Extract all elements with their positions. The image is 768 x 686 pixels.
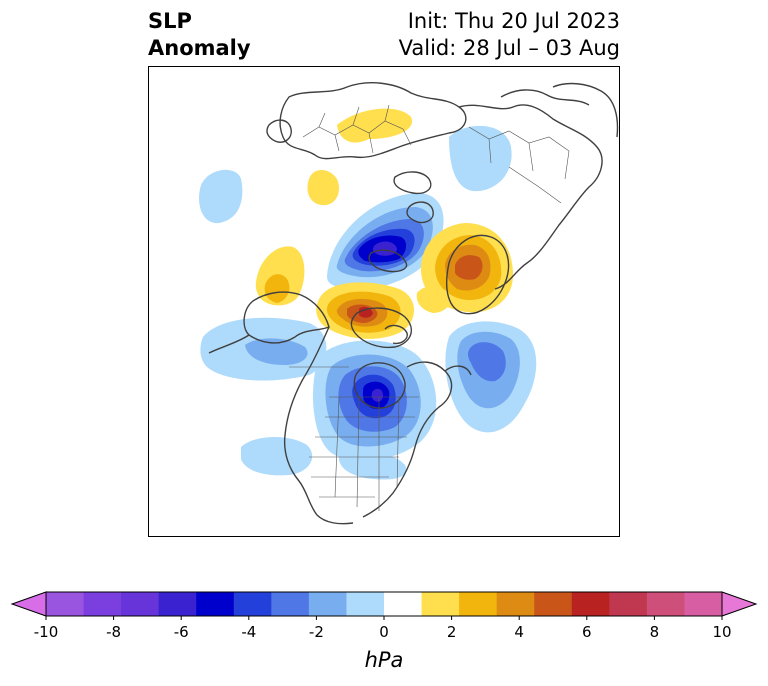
colorbar-swatch: [233, 592, 272, 616]
valid-period: Valid: 28 Jul – 03 Aug: [398, 36, 620, 60]
positive-anomaly-alaska-west-core: [264, 274, 290, 303]
colorbar-tick-label: -8: [106, 623, 121, 641]
negative-anomaly-west-us: [241, 436, 313, 476]
negative-anomaly-south-us: [338, 450, 407, 480]
colorbar-swatch: [496, 592, 535, 616]
anomaly-map: [199, 82, 619, 525]
colorbar-swatch: [83, 592, 122, 616]
anomaly-contours: [199, 108, 537, 480]
colorbar-swatch: [346, 592, 385, 616]
colorbar-swatch: [684, 592, 723, 616]
negative-anomaly-gulf-alaska-core: [245, 338, 308, 365]
colorbar-tick-label: -10: [34, 623, 59, 641]
forecast-dates: Init: Thu 20 Jul 2023 Valid: 28 Jul – 03…: [399, 8, 620, 62]
colorbar-tick-label: 10: [712, 623, 731, 641]
colorbar-swatch: [609, 592, 648, 616]
colorbar-swatch: [158, 592, 197, 616]
colorbar-tick-label: 0: [379, 623, 389, 641]
colorbar-swatch: [271, 592, 310, 616]
colorbar-swatch: [308, 592, 347, 616]
colorbar-tick-label: 4: [514, 623, 524, 641]
colorbar-tick-label: -6: [174, 623, 189, 641]
colorbar-unit-label: hPa: [364, 648, 404, 672]
positive-anomaly-greenland-south: [416, 286, 451, 313]
coastlines: [208, 82, 619, 525]
title-line-1: SLP: [148, 9, 192, 33]
colorbar-tick-label: 6: [582, 623, 592, 641]
map-panel: [148, 66, 620, 537]
positive-anomaly-scandinavia: [337, 108, 413, 143]
negative-anomaly-arctic: [327, 193, 444, 289]
title-line-2: Anomaly: [148, 36, 251, 60]
colorbar-tick-label: 8: [650, 623, 660, 641]
colorbar-swatch: [646, 592, 685, 616]
negative-anomaly-eurasia: [449, 125, 512, 192]
colorbar-swatch: [534, 592, 573, 616]
colorbar-swatch: [459, 592, 498, 616]
colorbar-tick-label: -4: [241, 623, 256, 641]
colorbar-extend-high: [721, 591, 758, 617]
negative-anomaly-north-atlantic: [445, 321, 537, 433]
colorbar-tick-label: -2: [309, 623, 324, 641]
colorbar-swatch: [384, 592, 423, 616]
colorbar-swatch: [571, 592, 610, 616]
colorbar-swatch: [196, 592, 235, 616]
init-date: Init: Thu 20 Jul 2023: [407, 9, 620, 33]
negative-anomaly-hudson-bay: [313, 340, 437, 461]
political-borders: [289, 104, 570, 511]
colorbar-swatch: [421, 592, 460, 616]
colorbar-extend-low: [10, 591, 47, 617]
map-title: SLP Anomaly: [148, 8, 251, 62]
colorbar-swatch: [46, 592, 85, 616]
colorbar-graphic: -10 -8 -6 -4 -2 0 2 4 6 8 10: [10, 591, 758, 641]
negative-anomaly-siberia: [199, 169, 243, 224]
positive-anomaly-ural: [307, 170, 340, 206]
colorbar: -10 -8 -6 -4 -2 0 2 4 6 8 10: [0, 584, 768, 684]
positive-anomaly-beaufort: [316, 282, 414, 339]
colorbar-swatch: [121, 592, 160, 616]
colorbar-tick-label: 2: [447, 623, 457, 641]
